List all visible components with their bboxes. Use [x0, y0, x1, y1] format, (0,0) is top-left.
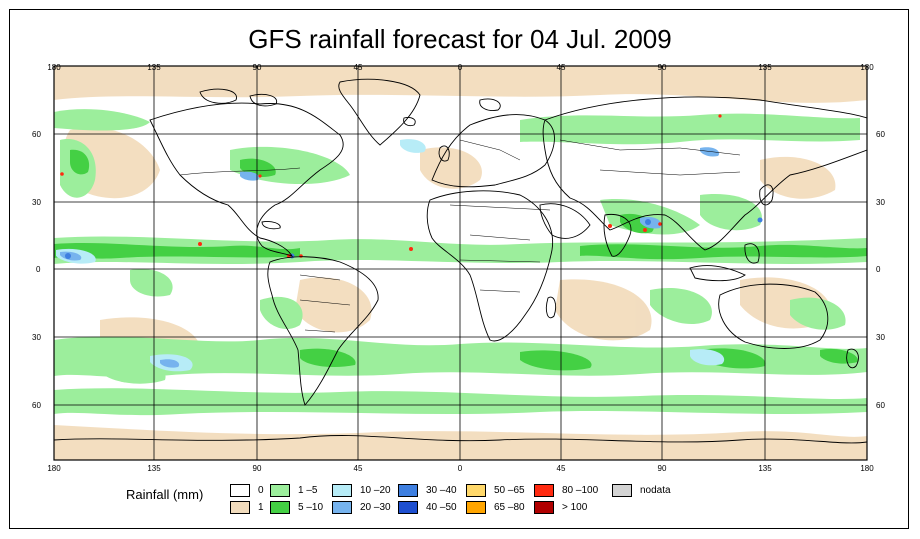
legend-label: 10 –20: [360, 484, 391, 496]
legend-swatch: [270, 500, 290, 514]
borders: [179, 139, 741, 333]
legend-swatch: [534, 483, 554, 497]
legend-title: Rainfall (mm): [126, 487, 204, 502]
legend-item: > 100: [534, 500, 587, 514]
lon-tick: 90: [658, 464, 667, 473]
legend-item: 5 –10: [270, 500, 323, 514]
legend-swatch: [534, 500, 554, 514]
legend-item: 10 –20: [332, 483, 391, 497]
lon-tick: 180: [860, 63, 874, 72]
lat-tick: 30: [32, 333, 41, 342]
legend-item: 40 –50: [398, 500, 457, 514]
lat-tick: 60: [876, 130, 885, 139]
lon-tick: 135: [758, 464, 772, 473]
legend-label: 65 –80: [494, 501, 525, 513]
legend-label: 5 –10: [298, 501, 324, 513]
legend-label: 40 –50: [426, 501, 457, 513]
legend-label: 1 –5: [298, 484, 318, 496]
lon-ticks-top: 180 135 90 45 0 45 90 135 180: [47, 63, 874, 72]
lat-tick: 60: [32, 130, 41, 139]
map-border: [53, 65, 868, 461]
lon-tick: 180: [860, 464, 874, 473]
lat-tick: 0: [876, 265, 881, 274]
legend-swatch: [466, 500, 486, 514]
lat-tick: 30: [32, 198, 41, 207]
lon-tick: 45: [354, 464, 363, 473]
figure-frame: [9, 9, 909, 529]
legend-item: 20 –30: [332, 500, 391, 514]
lon-tick: 180: [47, 63, 61, 72]
lon-tick: 0: [458, 464, 463, 473]
legend-label: > 100: [562, 501, 588, 513]
legend-swatch: [612, 483, 632, 497]
lat-tick: 60: [32, 401, 41, 410]
legend-label: 50 –65: [494, 484, 525, 496]
lat-tick: 0: [36, 265, 41, 274]
lon-tick: 90: [658, 63, 667, 72]
lat-tick: 60: [876, 401, 885, 410]
map-title: GFS rainfall forecast for 04 Jul. 2009: [248, 24, 672, 54]
lon-tick: 45: [557, 63, 566, 72]
lon-ticks-bottom: 180 135 90 45 0 45 90 135 180: [47, 464, 874, 473]
legend-label: 20 –30: [360, 501, 391, 513]
legend-swatch: [270, 483, 290, 497]
lon-tick: 135: [147, 63, 161, 72]
lon-tick: 45: [354, 63, 363, 72]
lon-tick: 90: [253, 464, 262, 473]
lon-tick: 90: [253, 63, 262, 72]
legend-item: 1: [230, 500, 264, 514]
lon-tick: 180: [47, 464, 61, 473]
legend-label: nodata: [640, 484, 671, 496]
legend-label: 80 –100: [562, 484, 599, 496]
legend-label: 30 –40: [426, 484, 457, 496]
lon-tick: 45: [557, 464, 566, 473]
lon-tick: 135: [758, 63, 772, 72]
lat-tick: 30: [876, 198, 885, 207]
legend-item: nodata: [612, 483, 671, 497]
lat-tick: 30: [876, 333, 885, 342]
legend-swatch: [332, 483, 352, 497]
legend-swatch: [230, 500, 250, 514]
legend-item: 50 –65: [466, 483, 525, 497]
legend-label: 1: [258, 501, 264, 513]
legend-item: 1 –5: [270, 483, 317, 497]
legend: Rainfall (mm) 0 1 1 –5 5 –10 10 –20 20 –…: [126, 482, 686, 518]
lat-ticks-right: 60 30 0 30 60: [876, 130, 885, 410]
lon-tick: 135: [147, 464, 161, 473]
lon-tick: 0: [458, 63, 463, 72]
lat-ticks-left: 60 30 0 30 60: [32, 130, 41, 410]
legend-swatch: [398, 483, 418, 497]
legend-item: 65 –80: [466, 500, 525, 514]
legend-label: 0: [258, 484, 264, 496]
legend-swatch: [398, 500, 418, 514]
graticule: [54, 66, 867, 460]
legend-item: 0: [230, 483, 264, 497]
legend-swatch: [230, 483, 250, 497]
legend-swatch: [466, 483, 486, 497]
legend-item: 80 –100: [534, 483, 598, 497]
legend-item: 30 –40: [398, 483, 457, 497]
legend-swatch: [332, 500, 352, 514]
